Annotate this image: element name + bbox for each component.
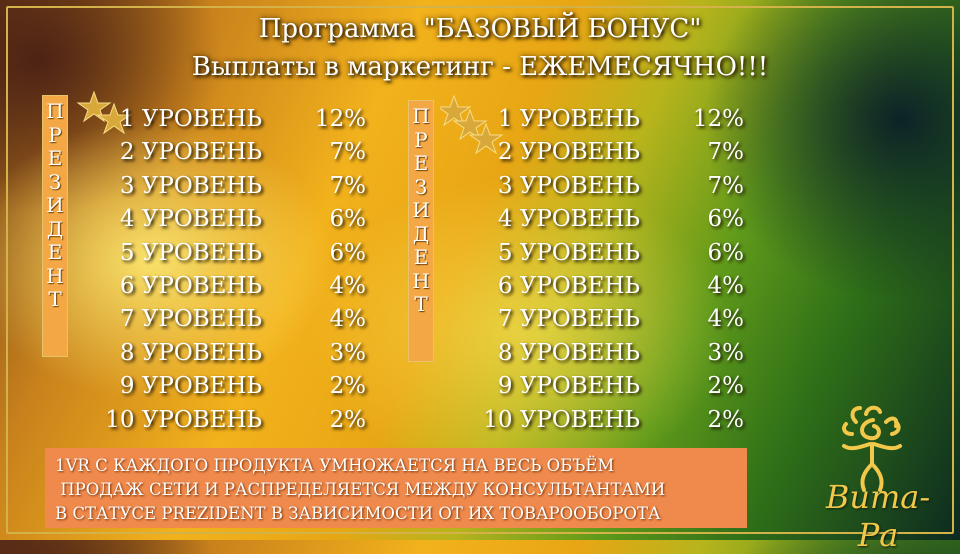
bonus-note: 1VR С КАЖДОГО ПРОДУКТА УМНОЖАЕТСЯ НА ВЕС… [45,448,747,528]
level-label: 2 УРОВЕНЬ [119,139,262,166]
vertical-letter: И [46,193,64,217]
level-row: 7 УРОВЕНЬ 4% [118,306,366,339]
level-label: 1 УРОВЕНЬ [497,106,640,132]
vertical-letter: Т [48,287,62,311]
level-percent: 2% [329,373,367,400]
level-row: 3 УРОВЕНЬ 7% [118,173,366,206]
level-row: 4 УРОВЕНЬ 6% [496,206,744,239]
level-label: 10 УРОВЕНЬ [483,406,640,433]
level-percent: 4% [329,273,367,299]
level-row: 2 УРОВЕНЬ 7% [496,139,744,172]
stars-right [440,94,504,155]
level-percent: 6% [707,206,745,233]
levels-table-right: 1 УРОВЕНЬ 12% 2 УРОВЕНЬ 7% 3 УРОВЕНЬ 7% 4 УРОВ… [483,106,745,441]
gold-star-icon [96,102,132,135]
level-percent: 3% [707,339,745,366]
level-percent: 12% [314,106,366,132]
level-row: 7 УРОВЕНЬ 4% [496,306,744,339]
level-label: 9 УРОВЕНЬ [497,373,640,400]
level-label: 5 УРОВЕНЬ [119,239,262,266]
gold-star-icon [468,122,504,155]
sun-figure-logo-icon [842,405,902,492]
level-row: 1 УРОВЕНЬ 12% [496,106,744,139]
logo-wordmark: Вита-Ра [825,478,931,554]
level-row: 8 УРОВЕНЬ 3% [118,340,366,373]
level-percent: 2% [707,406,745,433]
gold-star-icon [452,108,488,141]
vertical-letter: Е [413,151,429,175]
level-label: 10 УРОВЕНЬ [105,406,262,433]
vertical-letter: П [412,104,430,128]
level-row: 9 УРОВЕНЬ 2% [118,373,366,406]
level-label: 3 УРОВЕНЬ [119,172,262,199]
level-label: 8 УРОВЕНЬ [497,339,640,366]
gold-star-icon [440,94,472,127]
level-row: 2 УРОВЕНЬ 7% [118,139,366,172]
vertical-letter: З [48,169,62,194]
level-row: 10 УРОВЕНЬ 2% [483,406,745,440]
level-row: 4 УРОВЕНЬ 6% [118,206,366,239]
vertical-letter: Е [47,240,63,264]
level-percent: 7% [329,139,367,166]
level-label: 1 УРОВЕНЬ [119,106,262,132]
vertical-letter: З [414,174,428,199]
level-row: 6 УРОВЕНЬ 4% [118,273,366,306]
gold-star-icon [76,90,112,123]
vertical-letter: П [46,99,64,123]
level-row: 5 УРОВЕНЬ 6% [496,240,744,273]
vertical-letter: И [412,198,430,222]
level-label: 4 УРОВЕНЬ [119,206,262,233]
level-percent: 12% [692,106,744,132]
level-percent: 6% [329,239,367,266]
level-percent: 4% [707,306,745,333]
vertical-letter: Е [47,146,63,170]
level-row: 6 УРОВЕНЬ 4% [496,273,744,306]
level-row: 5 УРОВЕНЬ 6% [118,240,366,273]
note-line: 1VR С КАЖДОГО ПРОДУКТА УМНОЖАЕТСЯ НА ВЕС… [55,456,615,475]
vertical-letter: Р [414,127,428,152]
level-percent: 7% [707,172,745,199]
level-label: 9 УРОВЕНЬ [119,373,262,400]
level-label: 4 УРОВЕНЬ [497,206,640,233]
note-line: В СТАТУСЕ PREZIDENT В ЗАВИСИМОСТИ ОТ ИХ … [55,504,661,523]
level-percent: 2% [329,406,367,433]
vertical-letter: Н [46,263,64,288]
levels-table-left: 1 УРОВЕНЬ 12% 2 УРОВЕНЬ 7% 3 УРОВЕНЬ 7% 4 УРОВ… [105,106,367,441]
level-row: 9 УРОВЕНЬ 2% [496,373,744,406]
vertical-letter: Е [413,245,429,269]
level-row: 10 УРОВЕНЬ 2% [105,406,367,440]
vertical-letter: Т [414,292,428,316]
level-percent: 4% [707,273,745,299]
level-label: 5 УРОВЕНЬ [497,239,640,266]
slide-title: Программа "БАЗОВЫЙ БОНУС" [258,14,702,44]
stars-left [76,90,132,135]
vertical-letter: Д [46,216,64,241]
level-label: 7 УРОВЕНЬ [497,306,640,333]
level-percent: 6% [707,239,745,266]
level-percent: 2% [707,373,745,400]
level-label: 2 УРОВЕНЬ [497,139,640,166]
level-percent: 7% [707,139,745,166]
slide-subtitle: Выплаты в маркетинг - ЕЖЕМЕСЯЧНО!!! [191,52,769,82]
vertical-letter: Н [412,268,430,293]
note-line: ПРОДАЖ СЕТИ И РАСПРЕДЕЛЯЕТСЯ МЕЖДУ КОНСУ… [55,480,666,499]
level-row: 1 УРОВЕНЬ 12% [118,106,366,139]
level-percent: 3% [329,339,367,366]
vertical-letter: Д [412,221,430,246]
level-percent: 4% [329,306,367,333]
level-label: 6 УРОВЕНЬ [119,273,262,299]
level-label: 6 УРОВЕНЬ [497,273,640,299]
vertical-letter: Р [48,122,62,147]
level-row: 3 УРОВЕНЬ 7% [496,173,744,206]
level-label: 8 УРОВЕНЬ [119,339,262,366]
level-label: 7 УРОВЕНЬ [119,306,262,333]
level-row: 8 УРОВЕНЬ 3% [496,340,744,373]
level-label: 3 УРОВЕНЬ [497,172,640,199]
level-percent: 7% [329,172,367,199]
level-percent: 6% [329,206,367,233]
